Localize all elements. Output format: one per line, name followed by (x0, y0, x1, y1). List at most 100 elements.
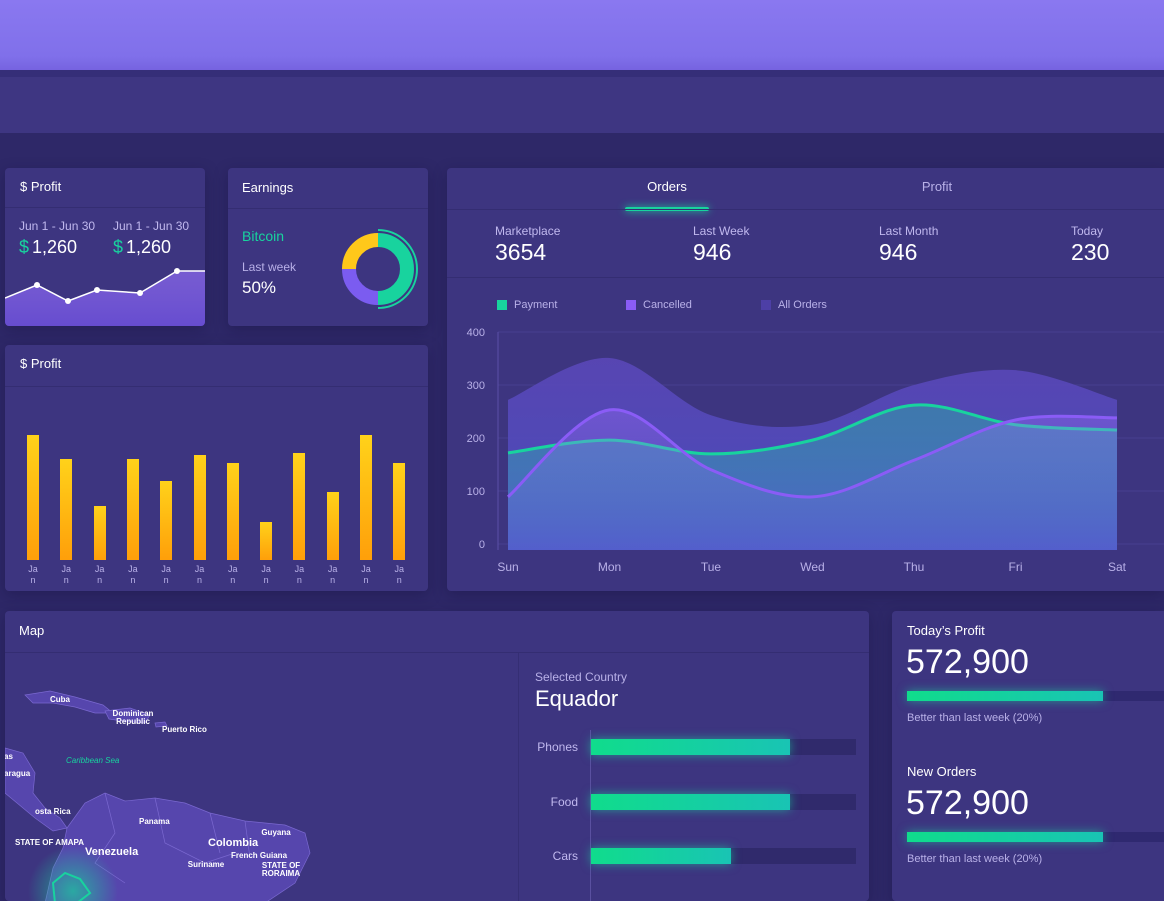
x-tick-label: Mon (598, 560, 621, 574)
selected-label: Selected Country (535, 670, 628, 684)
stat-value: 946 (879, 239, 918, 265)
bar (393, 463, 406, 560)
bar (60, 459, 73, 560)
bar-label: Cars (552, 849, 578, 863)
sparkline-point (137, 290, 143, 296)
progress-bar (907, 691, 1104, 701)
y-tick-label: 200 (467, 433, 485, 445)
x-tick-label: Jan (394, 564, 405, 585)
donut (342, 229, 418, 309)
map-label: STATE OF RORAIMA (261, 861, 301, 878)
bar (591, 848, 732, 864)
top-bar-edge (0, 70, 1164, 77)
map-label: Venezuela (85, 846, 139, 858)
legend-label: Payment (514, 299, 558, 311)
map-label: Guyana (261, 828, 291, 837)
map-label: Dominican Republic (112, 709, 154, 726)
nav-bar (0, 77, 1164, 133)
x-tick-label: Jan (28, 564, 38, 585)
donut-glow (377, 229, 418, 309)
map-label: STATE OF AMAPA (15, 838, 85, 847)
period: Last week (242, 260, 297, 274)
map-label: as (5, 752, 13, 761)
stat-currency: $ (113, 237, 124, 257)
card-title: Earnings (242, 180, 294, 195)
y-tick-label: 100 (467, 486, 485, 498)
tab[interactable]: Orders (647, 179, 687, 194)
sparkline-area (5, 271, 205, 326)
selected-country: Equador (535, 686, 619, 711)
divider (5, 652, 869, 653)
bar (591, 794, 790, 810)
bar (126, 459, 139, 560)
x-tick-label: Jan (327, 564, 338, 585)
kpi-note: Better than last week (20%) (907, 712, 1043, 724)
profit-card: $ Profit Jun 1 - Jun 30 $1,260 Jun 1 - Jun… (5, 168, 205, 326)
stat-period: Jun 1 - Jun 30 (113, 219, 190, 233)
sparkline-point (34, 282, 40, 288)
bar (193, 455, 206, 560)
stat-value: 3654 (495, 239, 547, 265)
x-tick-label: Fri (1009, 560, 1023, 574)
legend-swatch (761, 300, 771, 310)
stat-period: Jun 1 - Jun 30 (19, 219, 96, 233)
divider (5, 386, 428, 387)
y-tick-label: 0 (479, 539, 485, 551)
x-tick-label: Jan (61, 564, 72, 585)
card-title: $ Profit (20, 179, 62, 194)
sparkline-point (65, 298, 71, 304)
x-tick-label: Thu (904, 560, 925, 574)
stat-label: Today (1071, 224, 1104, 238)
asset: Bitcoin (242, 228, 285, 244)
legend-label: Cancelled (643, 299, 692, 311)
stat-value: 1,260 (32, 237, 78, 257)
map-label: French Guiana (231, 851, 288, 860)
donut-segment (342, 268, 379, 305)
legend-swatch (497, 300, 507, 310)
bar (591, 739, 790, 755)
divider (5, 207, 205, 208)
map-label: aragua (5, 769, 31, 778)
bar (160, 481, 173, 560)
bar-label: Phones (537, 740, 578, 754)
bar (226, 463, 239, 560)
line (507, 408, 1118, 499)
legend-label: All Orders (778, 299, 827, 311)
bar-label: Food (550, 795, 578, 809)
x-tick-label: Jan (261, 564, 271, 585)
x-tick-label: Jan (94, 564, 105, 585)
map-label: Colombia (208, 837, 259, 849)
progress-bar (907, 832, 1104, 842)
legend-swatch (626, 300, 636, 310)
x-tick-label: Tue (701, 560, 722, 574)
value: 50% (242, 278, 277, 297)
earnings-card: Earnings Bitcoin Last week 50% (228, 168, 428, 326)
bar (326, 492, 339, 560)
stat-value: 1,260 (126, 237, 172, 257)
divider (447, 209, 1164, 210)
x-tick-label: Sun (497, 560, 518, 574)
donut-segment (377, 233, 414, 305)
kpi-card: Today’s Profit 572,900 Better than last we… (892, 611, 1164, 901)
map-label: Puerto Rico (162, 725, 207, 734)
tab[interactable]: Profit (921, 179, 953, 194)
stat-value: 230 (1071, 239, 1110, 265)
x-tick-label: Jan (294, 564, 305, 585)
orders-chart: 0 100 200 300 400 Sun Mon Tue Wed Thu Fri Sat (467, 327, 1164, 574)
x-tick-label: Jan (228, 564, 238, 585)
map-label: Caribbean Sea (66, 756, 120, 765)
profit-bars-card: $ Profit Jan Jan Jan Jan Jan Jan Jan Jan Jan Jan J… (5, 345, 428, 591)
bar (93, 506, 106, 560)
x-tick-label: Jan (161, 564, 171, 585)
y-tick-label: 300 (467, 380, 485, 392)
bar (293, 453, 306, 560)
stat-label: Last Month (879, 224, 939, 238)
map-card: Map Selected Country Equador Cuba Dominic… (5, 611, 869, 901)
card-title: $ Profit (20, 356, 62, 371)
bar (360, 435, 372, 560)
kpi-title: New Orders (907, 764, 977, 779)
kpi-note: Better than last week (20%) (907, 853, 1043, 865)
x-tick-label: Sat (1108, 560, 1127, 574)
x-tick-label: Jan (194, 564, 205, 585)
card-title: Map (19, 623, 45, 638)
